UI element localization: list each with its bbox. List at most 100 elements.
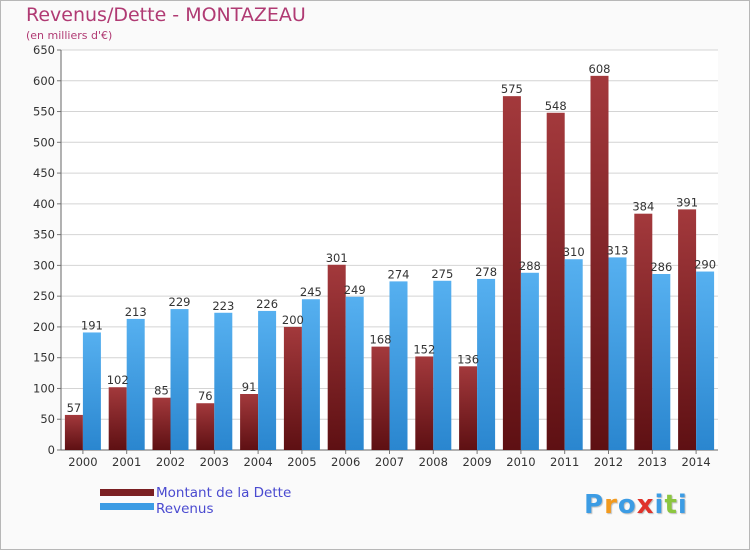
data-label-revenus: 313 xyxy=(607,243,629,257)
data-label-dette: 91 xyxy=(242,380,257,394)
y-tick-label: 500 xyxy=(33,135,55,149)
bar-dette xyxy=(546,112,565,451)
x-tick-label: 2003 xyxy=(200,455,229,469)
data-label-revenus: 249 xyxy=(344,283,366,297)
legend-swatch-dette xyxy=(100,489,154,496)
y-tick-label: 300 xyxy=(33,258,55,272)
bar-dette xyxy=(283,326,302,450)
x-tick-label: 2009 xyxy=(462,455,491,469)
bar-revenus xyxy=(258,310,277,450)
bar-dette xyxy=(240,394,259,450)
x-tick-label: 2011 xyxy=(550,455,579,469)
x-tick-label: 2000 xyxy=(68,455,97,469)
y-tick-label: 600 xyxy=(33,74,55,88)
legend-label-revenus: Revenus xyxy=(156,501,214,517)
bar-revenus xyxy=(652,274,671,450)
bar-dette xyxy=(590,75,609,450)
bar-dette xyxy=(152,397,171,450)
data-label-dette: 391 xyxy=(676,195,698,209)
data-label-revenus: 213 xyxy=(125,305,147,319)
legend-label-dette: Montant de la Dette xyxy=(156,485,292,501)
data-label-dette: 608 xyxy=(589,62,611,76)
data-label-revenus: 288 xyxy=(519,259,541,273)
x-tick-label: 2014 xyxy=(681,455,710,469)
data-label-dette: 301 xyxy=(326,251,348,265)
bar-revenus xyxy=(520,272,539,450)
x-tick-label: 2010 xyxy=(506,455,535,469)
bar-revenus xyxy=(608,257,627,450)
data-label-revenus: 274 xyxy=(388,267,410,281)
legend-swatch-revenus xyxy=(100,503,154,510)
data-label-dette: 76 xyxy=(198,389,213,403)
y-tick-label: 0 xyxy=(48,443,55,457)
bar-revenus xyxy=(564,259,583,450)
data-label-revenus: 286 xyxy=(650,260,672,274)
bar-dette xyxy=(327,264,346,450)
bar-revenus xyxy=(82,332,101,450)
bar-revenus xyxy=(170,309,189,450)
bar-dette xyxy=(634,213,653,450)
y-tick-label: 250 xyxy=(33,289,55,303)
bar-dette xyxy=(678,209,697,450)
y-tick-label: 200 xyxy=(33,320,55,334)
logo-letter: x xyxy=(636,490,655,520)
logo-letter: i xyxy=(677,490,688,520)
logo-letter: r xyxy=(604,490,618,520)
x-tick-label: 2005 xyxy=(287,455,316,469)
chart-title: Revenus/Dette - MONTAZEAU xyxy=(26,4,306,26)
data-label-revenus: 223 xyxy=(212,299,234,313)
x-tick-label: 2007 xyxy=(375,455,404,469)
data-label-dette: 168 xyxy=(370,333,392,347)
proxiti-logo: Proxiti xyxy=(584,490,688,520)
data-label-dette: 57 xyxy=(67,401,82,415)
data-label-dette: 85 xyxy=(154,384,169,398)
bar-dette xyxy=(415,356,434,450)
data-label-revenus: 310 xyxy=(563,245,585,259)
bar-dette xyxy=(196,403,215,450)
bar-dette xyxy=(64,414,83,450)
y-tick-label: 50 xyxy=(40,412,55,426)
data-label-revenus: 229 xyxy=(169,295,191,309)
data-label-dette: 200 xyxy=(282,313,304,327)
bar-revenus xyxy=(389,281,408,450)
logo-letter: o xyxy=(617,490,637,520)
bar-dette xyxy=(459,366,478,450)
bar-revenus xyxy=(477,278,496,450)
y-tick-label: 550 xyxy=(33,105,55,119)
y-tick-label: 650 xyxy=(33,43,55,57)
bar-revenus xyxy=(214,312,233,450)
x-tick-label: 2008 xyxy=(419,455,448,469)
y-tick-label: 350 xyxy=(33,228,55,242)
y-tick-label: 450 xyxy=(33,166,55,180)
logo-letter: t xyxy=(664,490,678,520)
x-tick-label: 2004 xyxy=(243,455,272,469)
data-label-revenus: 275 xyxy=(431,267,453,281)
y-tick-label: 400 xyxy=(33,197,55,211)
x-tick-label: 2006 xyxy=(331,455,360,469)
x-tick-label: 2013 xyxy=(638,455,667,469)
y-tick-label: 100 xyxy=(33,381,55,395)
data-label-dette: 575 xyxy=(501,82,523,96)
data-label-revenus: 226 xyxy=(256,297,278,311)
data-label-revenus: 245 xyxy=(300,285,322,299)
bar-dette xyxy=(502,96,521,451)
logo-letter: P xyxy=(584,490,605,520)
data-label-revenus: 191 xyxy=(81,318,103,332)
chart-subtitle: (en milliers d'€) xyxy=(26,29,113,42)
data-label-revenus: 290 xyxy=(694,258,716,272)
logo-letter: i xyxy=(654,490,665,520)
bar-dette xyxy=(108,387,127,450)
data-label-dette: 548 xyxy=(545,99,567,113)
data-label-dette: 384 xyxy=(632,200,654,214)
data-label-revenus: 278 xyxy=(475,265,497,279)
data-label-dette: 152 xyxy=(413,342,435,356)
bar-revenus xyxy=(301,299,320,450)
x-tick-label: 2012 xyxy=(594,455,623,469)
y-tick-label: 150 xyxy=(33,351,55,365)
bar-dette xyxy=(371,346,390,450)
bar-revenus xyxy=(433,280,452,450)
bar-revenus xyxy=(696,271,715,450)
bar-revenus xyxy=(126,318,145,450)
data-label-dette: 102 xyxy=(107,373,129,387)
